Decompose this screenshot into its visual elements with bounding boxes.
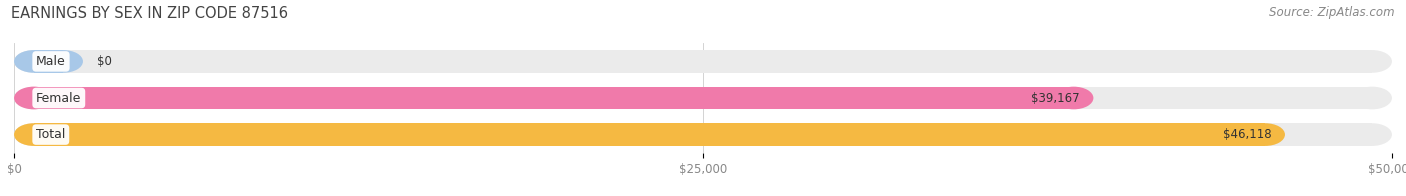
Text: EARNINGS BY SEX IN ZIP CODE 87516: EARNINGS BY SEX IN ZIP CODE 87516 (11, 6, 288, 21)
Ellipse shape (1353, 87, 1392, 109)
Ellipse shape (14, 123, 53, 146)
Bar (34, 87, 1074, 109)
Text: Source: ZipAtlas.com: Source: ZipAtlas.com (1270, 6, 1395, 19)
Bar (34, 50, 1372, 73)
Ellipse shape (14, 87, 53, 109)
Ellipse shape (14, 50, 53, 73)
Ellipse shape (1353, 123, 1392, 146)
Ellipse shape (14, 87, 53, 109)
Text: $39,167: $39,167 (1031, 92, 1080, 104)
Bar (34, 123, 1265, 146)
Bar (34, 87, 1372, 109)
Ellipse shape (1353, 50, 1392, 73)
Ellipse shape (1054, 87, 1094, 109)
Bar (34, 50, 63, 73)
Text: Total: Total (37, 128, 66, 141)
Ellipse shape (14, 123, 53, 146)
Text: $0: $0 (97, 55, 111, 68)
Bar (34, 123, 1372, 146)
Text: Female: Female (37, 92, 82, 104)
Text: $46,118: $46,118 (1223, 128, 1271, 141)
Ellipse shape (1246, 123, 1285, 146)
Ellipse shape (14, 50, 53, 73)
Text: Male: Male (37, 55, 66, 68)
Ellipse shape (44, 50, 83, 73)
